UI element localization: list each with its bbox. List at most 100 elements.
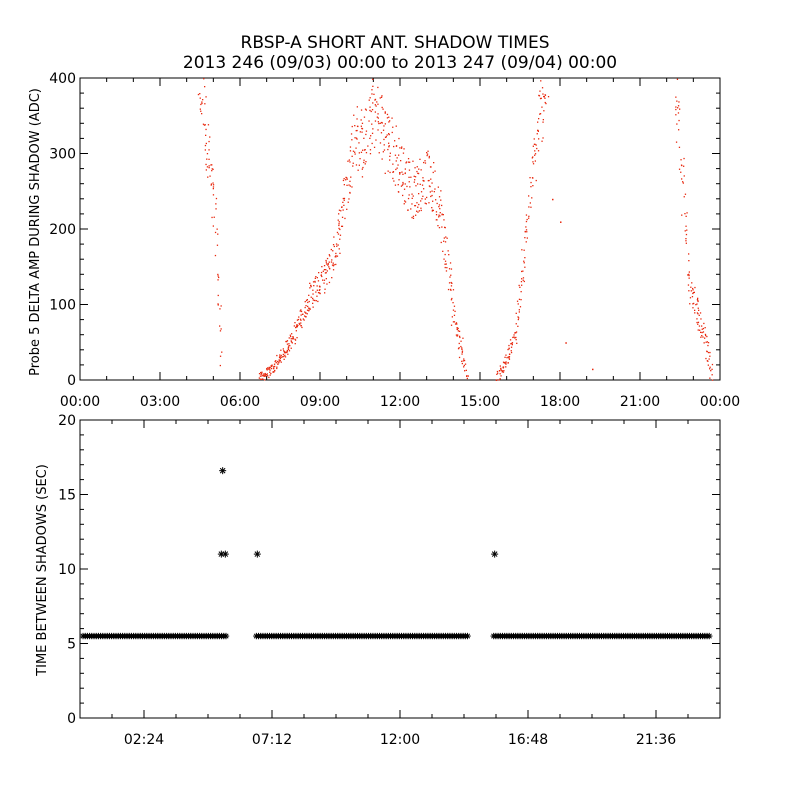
top-data-point xyxy=(260,371,262,374)
top-data-point xyxy=(535,144,537,146)
top-data-point xyxy=(700,336,702,338)
top-data-point xyxy=(205,134,207,136)
top-data-point xyxy=(293,325,295,327)
top-data-point xyxy=(354,137,356,139)
top-data-point xyxy=(323,282,325,284)
top-data-point xyxy=(496,373,498,375)
top-data-point xyxy=(434,188,436,190)
top-data-point xyxy=(697,329,699,331)
top-data-point xyxy=(309,282,311,284)
top-data-point xyxy=(310,284,312,287)
top-data-point xyxy=(432,209,434,212)
top-data-point xyxy=(219,330,222,332)
top-data-point xyxy=(266,369,268,371)
top-data-point xyxy=(404,201,407,203)
top-data-point xyxy=(409,186,411,188)
top-data-point xyxy=(332,250,334,252)
top-x-tick-label: 15:00 xyxy=(460,394,500,410)
top-data-point xyxy=(691,296,694,298)
top-y-tick-label: 0 xyxy=(67,373,76,389)
top-data-point xyxy=(509,339,512,341)
top-data-point xyxy=(398,137,400,140)
top-data-point xyxy=(384,123,386,125)
top-data-point xyxy=(532,163,535,165)
top-data-point xyxy=(287,347,289,349)
top-data-point xyxy=(316,295,318,297)
top-data-point xyxy=(314,299,316,302)
top-data-point xyxy=(427,180,429,182)
top-data-point xyxy=(521,284,523,286)
top-data-point xyxy=(371,132,374,134)
top-data-point xyxy=(204,86,206,88)
top-data-point xyxy=(412,217,415,219)
top-data-point xyxy=(438,204,441,206)
top-data-point xyxy=(211,164,213,166)
top-data-point xyxy=(333,245,335,248)
top-data-point xyxy=(274,365,276,368)
top-data-point xyxy=(384,111,386,113)
top-data-point xyxy=(443,237,445,239)
top-data-point xyxy=(386,117,389,119)
top-data-point xyxy=(441,213,443,215)
top-data-point xyxy=(274,369,276,372)
top-plot-frame xyxy=(79,77,721,381)
top-data-point xyxy=(359,131,361,133)
top-data-point xyxy=(496,370,499,373)
top-data-point xyxy=(378,122,380,125)
top-data-point xyxy=(381,95,383,97)
top-data-point xyxy=(325,269,327,271)
top-data-point xyxy=(335,255,337,257)
top-data-point xyxy=(692,303,694,305)
top-data-point xyxy=(338,227,340,230)
top-data-point xyxy=(404,183,406,185)
top-data-point xyxy=(517,325,519,327)
top-data-point xyxy=(692,292,695,294)
top-data-point xyxy=(278,359,280,361)
top-data-point xyxy=(332,269,335,271)
top-data-point xyxy=(520,299,522,301)
top-data-point xyxy=(455,322,458,324)
top-data-point xyxy=(676,78,679,80)
top-data-point xyxy=(450,324,453,326)
top-data-point xyxy=(705,334,707,337)
top-data-point xyxy=(457,348,460,350)
top-data-point xyxy=(464,370,466,372)
top-data-point xyxy=(463,366,465,368)
top-data-point xyxy=(438,227,441,229)
bottom-data-point xyxy=(219,467,227,475)
top-data-point xyxy=(402,152,405,154)
top-data-point xyxy=(461,351,463,353)
top-data-point xyxy=(333,264,335,266)
top-data-point xyxy=(199,93,201,95)
top-data-point xyxy=(389,171,391,174)
top-data-point xyxy=(276,354,278,357)
top-data-point xyxy=(450,268,453,270)
top-data-point xyxy=(675,96,677,98)
top-data-point xyxy=(349,146,352,148)
top-data-point xyxy=(369,106,371,108)
top-data-point xyxy=(397,191,400,193)
top-data-point xyxy=(508,356,511,358)
top-data-point xyxy=(393,145,395,148)
top-data-point xyxy=(371,89,373,91)
top-data-point xyxy=(286,340,289,342)
top-data-point xyxy=(394,154,397,156)
top-data-point xyxy=(343,204,345,206)
top-data-point xyxy=(353,114,355,116)
top-data-point xyxy=(541,87,544,89)
top-data-point xyxy=(363,159,365,161)
top-data-point xyxy=(363,116,366,118)
top-data-point xyxy=(351,139,353,141)
top-data-point xyxy=(540,80,542,82)
top-data-point xyxy=(440,190,442,192)
top-data-point xyxy=(377,117,379,119)
top-x-tick-label: 00:00 xyxy=(700,394,740,410)
top-data-point xyxy=(444,260,447,262)
top-data-point xyxy=(689,303,691,305)
top-data-point xyxy=(501,370,504,373)
top-data-point xyxy=(392,126,394,128)
bottom-plot-frame xyxy=(79,419,721,719)
top-data-point xyxy=(539,113,542,115)
top-data-point xyxy=(534,160,536,162)
top-data-point xyxy=(524,266,526,268)
